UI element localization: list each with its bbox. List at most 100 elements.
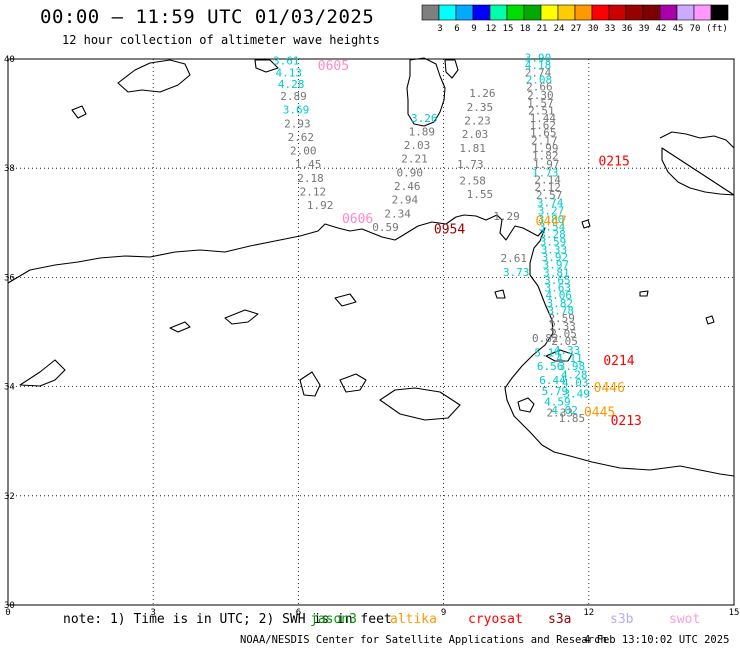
wave-height-value: 2.57 [536, 189, 563, 202]
wave-height-value: 2.00 [290, 145, 317, 158]
x-tick-label: 9 [441, 608, 446, 618]
wave-height-value: 2.03 [404, 139, 431, 152]
scale-swatch [506, 4, 525, 21]
wave-height-value: 4.06 [546, 289, 573, 302]
scale-label: 3 [437, 24, 442, 34]
wave-height-value: 3.80 [538, 213, 565, 226]
wave-height-value: 3.82 [547, 297, 574, 310]
wave-height-value: 4.13 [275, 66, 302, 79]
chart-title: 00:00 – 11:59 UTC 01/03/2025 [40, 6, 375, 28]
western-islets [19, 359, 66, 387]
djerba-island [517, 397, 535, 413]
wave-height-value: 3.26 [411, 112, 438, 125]
wave-height-value: 2.33 [547, 407, 574, 420]
mission-label-altika: altika [390, 612, 437, 627]
wave-height-value: 1.99 [532, 142, 559, 155]
wave-height-value: 1.97 [533, 158, 560, 171]
generated-timestamp: 4 Feb 13:10:02 UTC 2025 [584, 634, 730, 646]
note-text: note: 1) Time is in UTC; 2) SWH is in fe… [63, 612, 392, 627]
x-tick-label: 15 [729, 608, 740, 618]
pass-time-label: 0446 [594, 381, 625, 396]
north-africa-coast [7, 214, 735, 477]
wave-height-value: 2.58 [459, 175, 486, 188]
scale-swatch [608, 4, 627, 21]
wave-height-value: 1.85 [559, 412, 586, 425]
pass-time-label: 0606 [342, 212, 373, 227]
wave-height-value: 2.66 [526, 81, 553, 94]
wave-height-value: 2.61 [501, 252, 528, 265]
pass-time-label: 0213 [611, 414, 642, 429]
wave-height-value: 4.28 [561, 368, 588, 381]
wave-height-value: 3.97 [543, 259, 570, 272]
wave-height-value: 1.26 [469, 87, 496, 100]
chott-4 [494, 289, 506, 299]
mission-label-cryosat: cryosat [468, 612, 523, 627]
scale-swatch [591, 4, 610, 21]
wave-height-value: 3.28 [539, 228, 566, 241]
y-tick-label: 36 [4, 273, 15, 283]
wave-height-value: 2.12 [300, 186, 327, 199]
wave-height-value: 2.59 [548, 312, 575, 325]
wave-height-value: 2.33 [549, 320, 576, 333]
eastern-islets-1 [299, 371, 321, 397]
scale-label: 18 [520, 24, 531, 34]
scale-swatch [455, 4, 474, 21]
scale-swatch [659, 4, 678, 21]
wave-height-value: 0.90 [396, 166, 423, 179]
wave-height-value: 3.33 [541, 243, 568, 256]
wave-height-value: 2.14 [534, 173, 561, 186]
wave-height-value: 1.57 [527, 97, 554, 110]
scale-swatch [523, 4, 542, 21]
eastern-islets-2 [339, 373, 367, 393]
wave-height-value: 1.73 [457, 158, 484, 171]
malta [705, 315, 715, 325]
wave-height-value: 3.61 [273, 54, 300, 67]
scale-label: 70 [690, 24, 701, 34]
mallorca [117, 59, 191, 93]
wave-height-value: 1.73 [532, 166, 559, 179]
pass-time-label: 0605 [318, 59, 349, 74]
scale-label: 42 [656, 24, 667, 34]
wave-height-value: 0.82 [532, 332, 559, 345]
wave-height-value: 5.79 [542, 385, 569, 398]
pass-time-label: 0445 [584, 406, 615, 421]
wave-height-value: 2.62 [288, 131, 315, 144]
lat-lon-grid [8, 59, 734, 605]
wave-height-value: 4.33 [554, 344, 581, 357]
y-tick-label: 40 [4, 55, 15, 65]
sicily [659, 131, 735, 196]
mission-label-s3a: s3a [548, 612, 572, 627]
wave-height-value: 3.90 [525, 52, 552, 65]
wave-height-value: 4.03 [562, 377, 589, 390]
scale-swatch [676, 4, 695, 21]
wave-height-value: 6.44 [539, 374, 566, 387]
wave-height-value: 2.08 [526, 74, 553, 87]
scale-label: 45 [673, 24, 684, 34]
chart-subtitle: 12 hour collection of altimeter wave hei… [62, 33, 380, 47]
y-tick-label: 30 [4, 601, 15, 611]
y-tick-label: 32 [4, 492, 15, 502]
wave-height-value: 3.54 [539, 220, 566, 233]
chott-2 [224, 309, 259, 325]
ibiza [71, 105, 87, 119]
kerkennah-islands [545, 349, 573, 362]
x-tick-label: 3 [150, 608, 155, 618]
wave-height-value: 3.74 [537, 196, 564, 209]
corsica-tip [444, 59, 459, 79]
wave-height-value: 3.78 [547, 305, 574, 318]
wave-height-value: 3.73 [503, 266, 530, 279]
chott-3 [334, 293, 357, 307]
scale-swatch [625, 4, 644, 21]
chott-1 [169, 321, 191, 333]
x-axis-ticks: 0 3 6 9 12 15 [5, 608, 739, 618]
wave-height-value: 5.14 [534, 347, 561, 360]
scale-label: 33 [605, 24, 616, 34]
wave-height-value: 0.59 [372, 221, 399, 234]
y-axis-ticks: 40 38 36 34 32 30 [4, 55, 15, 611]
y-tick-label: 34 [4, 383, 15, 393]
pantelleria [581, 219, 591, 229]
wave-height-value: 1.45 [295, 158, 322, 171]
color-scale-legend: 3 6 9 12 15 18 21 24 27 30 33 36 39 42 45 70 (ft) [421, 4, 729, 34]
